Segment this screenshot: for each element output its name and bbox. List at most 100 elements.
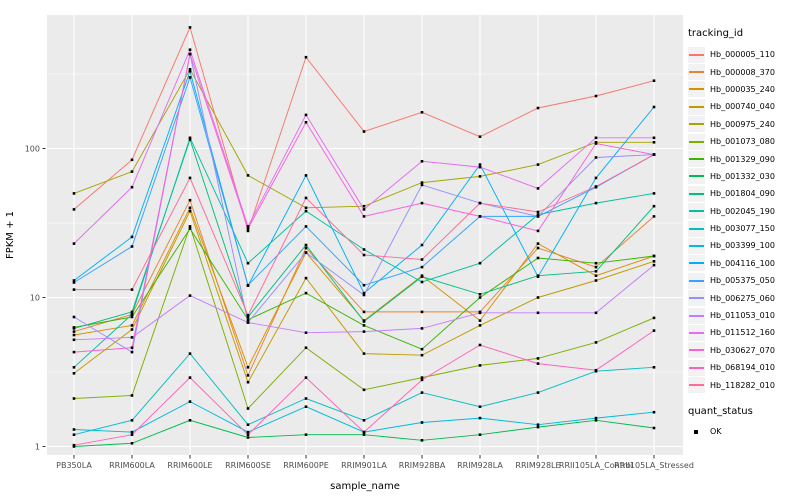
data-point [188,48,192,51]
data-point [536,213,540,216]
data-point [188,136,192,140]
data-point [362,248,366,251]
data-point [246,430,250,434]
data-point [652,254,656,258]
data-point [478,324,482,327]
data-point [652,329,656,332]
x-tick-label: RRIM600LA [109,461,155,470]
legend-item: Hb_002045_190 [688,203,798,220]
legend-item: Hb_000008_370 [688,63,798,81]
legend-key [688,151,705,168]
data-point [652,260,656,263]
data-point [246,407,250,410]
data-point [304,113,308,117]
black-point-icon [694,429,698,434]
data-point [362,419,366,422]
data-point [594,416,598,420]
data-point [130,350,134,354]
legend-item-label: Hb_011053_010 [710,311,775,321]
data-point [536,311,540,315]
legend-key [688,64,705,81]
data-point [188,209,192,213]
data-point [130,430,134,434]
data-point [594,136,598,140]
data-point [304,251,308,254]
data-point [536,210,540,214]
legend-item-label: Hb_001804_090 [710,189,775,199]
data-point [420,378,424,382]
data-point [130,419,134,422]
data-point [246,318,250,321]
data-point [72,281,76,284]
data-point [72,192,76,195]
legend-key [688,324,705,341]
legend-item-label: Hb_005375_050 [710,276,775,286]
data-point [652,410,656,414]
data-point [130,170,134,173]
data-point [594,341,598,344]
data-point [130,158,134,162]
legend-item-label: Hb_030627_070 [710,345,775,355]
data-point [594,270,598,273]
legend-item: Hb_030627_070 [688,342,798,359]
data-point [478,311,482,315]
x-tick-label: RRIM901LA [341,461,387,470]
data-point [362,320,366,323]
data-point [420,111,424,114]
data-point [362,208,366,211]
data-point [188,76,192,79]
legend-items: Hb_000005_110 Hb_000008_370 Hb_000035_240 H… [688,46,798,394]
data-point [652,316,656,320]
legend-item: Hb_001073_080 [688,133,798,150]
series-line-icon [689,384,704,387]
data-point [420,347,424,351]
data-point [304,174,308,177]
data-point [362,388,366,392]
data-point [594,368,598,372]
data-point [478,135,482,138]
data-point [652,215,656,218]
data-point [188,198,192,202]
data-point [478,433,482,436]
data-point [478,296,482,299]
legend-title: tracking_id [688,28,744,39]
data-point [362,215,366,218]
data-point [72,428,76,431]
y-tick-label: 10 [30,293,40,302]
data-point [420,201,424,205]
legend-item-label: Hb_002045_190 [710,206,775,216]
data-point [304,243,308,247]
data-point [188,294,192,297]
data-point [536,275,540,278]
quant-status-label: OK [710,427,722,436]
data-point [130,442,134,445]
data-point [478,201,482,205]
legend-item: Hb_011053_010 [688,307,798,324]
data-point [594,94,598,98]
data-point [362,253,366,257]
data-point [246,433,250,436]
data-point [188,206,192,210]
data-point [72,372,76,375]
data-point [478,175,482,178]
legend-key [688,203,705,220]
data-point [246,229,250,233]
x-tick-label: RRIM600LE [167,461,212,470]
data-point [594,279,598,282]
data-point [130,346,134,349]
data-point [594,261,598,265]
data-point [72,350,76,354]
legend-item-label: Hb_001332_030 [710,171,775,181]
legend-item: Hb_118282_010 [688,376,798,394]
legend-item-label: Hb_001073_080 [710,137,775,147]
series-line-icon [689,331,704,334]
plot-panel [47,15,683,455]
data-point [246,380,250,384]
data-point [362,310,366,314]
data-point [130,433,134,436]
data-point [72,330,76,333]
data-point [362,330,366,333]
legend-item-label: Hb_000005_110 [710,50,775,60]
data-point [246,283,250,287]
